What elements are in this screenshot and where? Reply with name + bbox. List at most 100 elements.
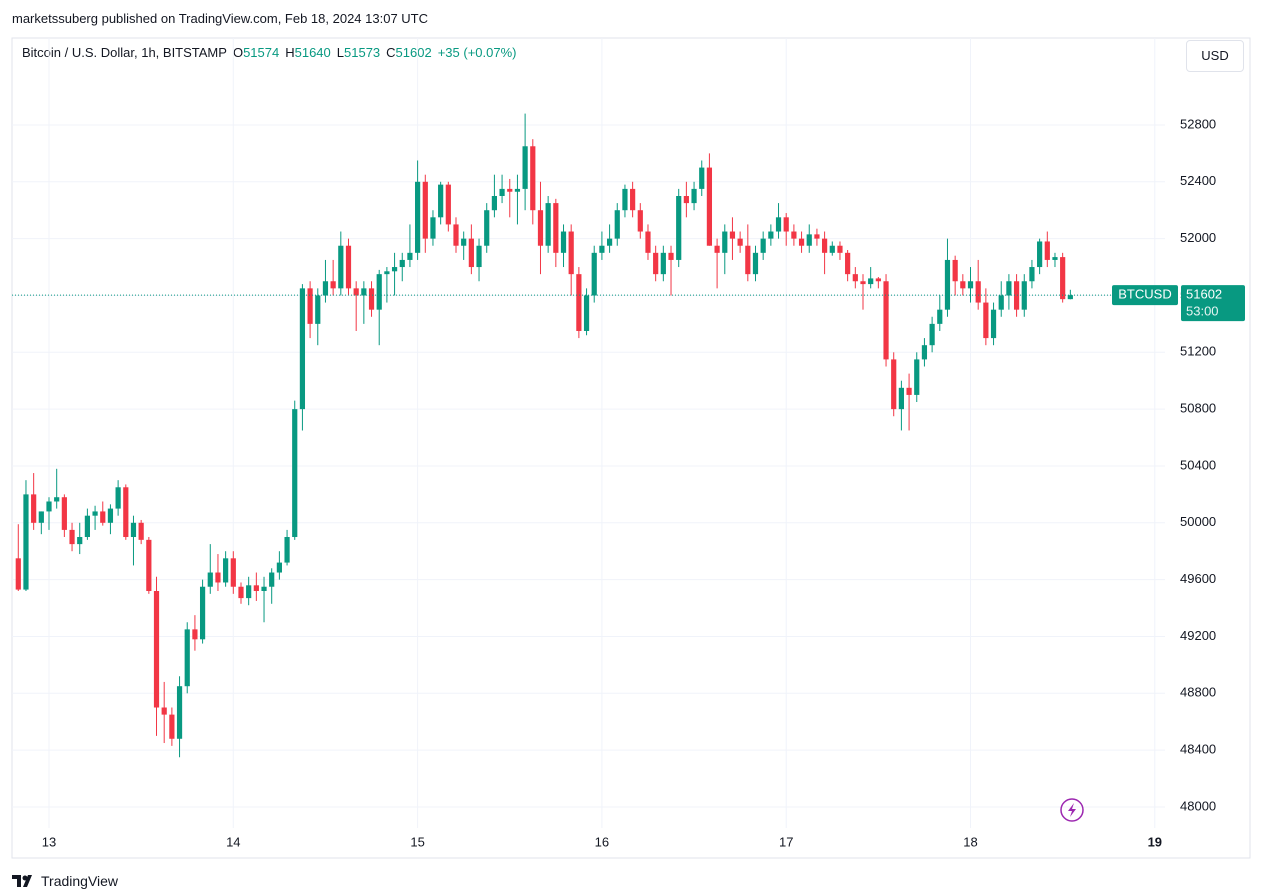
candle-body [246, 585, 252, 599]
alert-icon[interactable] [1060, 798, 1084, 822]
candle-body [422, 181, 428, 239]
candle-body [768, 231, 774, 239]
candle-body [914, 359, 920, 395]
candle-body [238, 586, 244, 599]
candle-body [330, 281, 336, 289]
candle-body [537, 210, 544, 246]
legend: Bitcoin / U.S. Dollar, 1h, BITSTAMP O515… [22, 45, 516, 60]
ohlc: H51640 [285, 45, 331, 60]
candle-body [184, 629, 190, 687]
candle-body [975, 281, 981, 303]
candle-body [269, 572, 275, 587]
grid: 48000 48400 48800 49200 49600 50000 50400 50800… [12, 38, 1216, 849]
candle-body [622, 188, 628, 211]
candle-body [960, 281, 966, 289]
candle-body [491, 196, 498, 211]
ohlc: C51602 [386, 45, 432, 60]
candles [15, 113, 1073, 758]
candle-body [69, 529, 75, 545]
candle-body [1029, 267, 1035, 282]
candle-body [276, 562, 282, 573]
candle-body [1006, 281, 1012, 296]
published-note: marketssuberg published on TradingView.c… [12, 11, 428, 26]
y-tick-label: 48400 [1180, 742, 1216, 757]
candle-body [92, 511, 98, 516]
candle-body [476, 245, 482, 268]
ohlc-label: L [336, 45, 344, 60]
candle-body [338, 245, 344, 289]
candle-body [368, 288, 375, 310]
y-tick-label: 49600 [1180, 571, 1216, 586]
candle-body [376, 274, 382, 310]
candle-body [315, 295, 321, 324]
candle-body [683, 196, 689, 204]
candle-body [46, 501, 52, 512]
candle-body [453, 224, 459, 246]
x-tick-label: 14 [226, 834, 240, 849]
candle-body [860, 281, 866, 285]
candle-body [1060, 257, 1066, 300]
candle-body [514, 188, 521, 192]
candle-body [645, 231, 651, 253]
candle-body [146, 539, 152, 591]
candle-body [391, 267, 398, 272]
candle-body [745, 245, 751, 275]
candle-body [353, 288, 359, 296]
ohlc-value: 51574 [243, 45, 280, 60]
candle-body [568, 231, 574, 275]
ohlc-label: C [386, 45, 396, 60]
y-tick-label: 52400 [1180, 173, 1216, 188]
candle-body [1013, 281, 1020, 310]
ohlc-value: 51573 [344, 45, 381, 60]
candle-body [829, 245, 835, 253]
candle-body [752, 252, 759, 275]
candle-body [583, 295, 590, 331]
candle-body [61, 497, 67, 530]
candle-body [760, 238, 766, 253]
candle-body [1052, 257, 1058, 260]
candle-body [153, 591, 160, 708]
candle-body [499, 188, 505, 196]
candle-body [461, 238, 467, 246]
candle-body [591, 252, 597, 296]
candle-body [530, 146, 536, 211]
candle-body [906, 387, 912, 395]
candle-body [1044, 241, 1050, 260]
candle-body [990, 309, 997, 339]
candle-body [15, 558, 21, 590]
ohlc-label: O [232, 45, 244, 60]
candle-body [806, 234, 812, 246]
candle-body [384, 271, 390, 275]
candle-body [307, 288, 313, 324]
candle-body [253, 585, 259, 591]
candle-body [468, 238, 474, 268]
candle-body [1021, 281, 1027, 310]
candle-body [261, 586, 267, 591]
countdown-text: 53:00 [1186, 304, 1219, 319]
candle-body [399, 259, 405, 268]
overlay: BTCUSD 51602 53:00 [12, 285, 1245, 322]
candle-body [545, 203, 551, 246]
candle-body [599, 245, 605, 253]
candle-body [967, 281, 974, 289]
candle-body [783, 217, 789, 232]
candle-body [84, 515, 90, 538]
candle-body [292, 409, 298, 538]
candle-body [653, 252, 659, 275]
candle-body [361, 288, 367, 296]
candle-body [123, 487, 129, 538]
candle-body [77, 537, 83, 545]
candle-body [630, 188, 636, 211]
candle-body [637, 210, 643, 232]
price-tag-text: 51602 [1186, 287, 1222, 302]
brand-logo [12, 875, 32, 887]
y-tick-label: 52000 [1180, 230, 1216, 245]
candle-body [560, 231, 567, 253]
y-tick-label: 48000 [1180, 798, 1216, 813]
candle-body [875, 278, 881, 282]
currency-button[interactable]: USD [1186, 40, 1244, 72]
candle-body [100, 511, 106, 523]
candle-body [230, 558, 236, 587]
candle-body [729, 231, 736, 239]
